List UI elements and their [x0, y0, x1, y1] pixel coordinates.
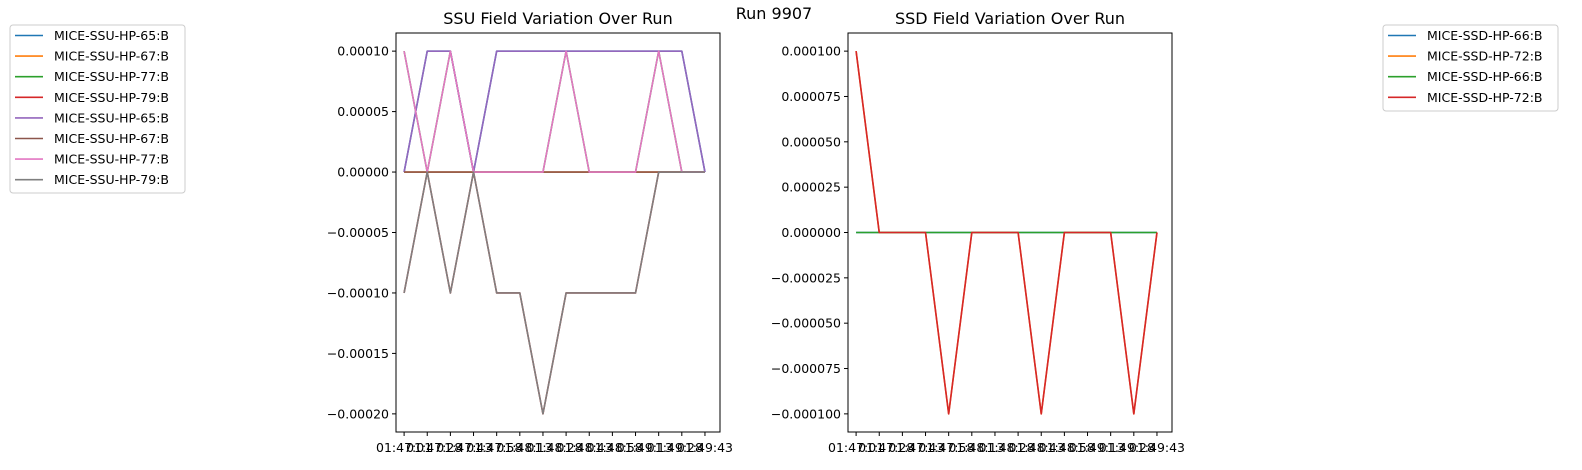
ssu-xtick-label: 01:48:13 [496, 440, 552, 455]
figure-suptitle: Run 9907 [736, 4, 812, 23]
ssu-xtick-label: 01:48:28 [526, 440, 582, 455]
ssu-xtick-label: 01:49:28 [647, 440, 703, 455]
ssd-legend: MICE-SSD-HP-66:B MICE-SSD-HP-72:B MICE-SSD… [1382, 24, 1559, 112]
ssu-xtick-label: 01:47:43 [436, 440, 492, 455]
ssd-xtick-label: 01:48:58 [1039, 440, 1095, 455]
ssd-legend-label: MICE-SSD-HP-72:B [1427, 49, 1542, 64]
ssu-plot-frame [395, 32, 721, 433]
ssu-xtick-label: 01:48:43 [557, 440, 613, 455]
ssd-legend-label: MICE-SSD-HP-66:B [1427, 69, 1542, 84]
ssu-legend-label: MICE-SSU-HP-65:B [54, 110, 169, 125]
ssd-ytick-label: −0.000100 [771, 406, 841, 421]
ssd-xtick-label: 01:48:28 [978, 440, 1034, 455]
ssu-legend-label: MICE-SSU-HP-65:B [54, 28, 169, 43]
ssu-ytick-label: −0.00010 [327, 285, 389, 300]
ssu-legend: MICE-SSU-HP-65:B MICE-SSU-HP-67:B MICE-SSU… [9, 24, 186, 194]
ssd-legend-label: MICE-SSD-HP-72:B [1427, 90, 1542, 105]
ssu-legend-box [9, 24, 186, 194]
ssu-ytick-label: 0.00010 [337, 44, 389, 59]
ssd-chart-title: SSD Field Variation Over Run [895, 9, 1125, 28]
ssu-series-line-7 [403, 171, 705, 415]
ssu-legend-label: MICE-SSU-HP-79:B [54, 90, 169, 105]
ssd-xtick-label: 01:47:58 [918, 440, 974, 455]
ssu-series-line-6 [403, 50, 705, 173]
ssd-plot-frame [847, 32, 1173, 433]
ssu-xtick-label: 01:47:01 [376, 440, 432, 455]
ssd-ytick-label: 0.000075 [781, 89, 841, 104]
ssu-legend-label: MICE-SSU-HP-67:B [54, 49, 169, 64]
ssd-xtick-label: 01:47:01 [828, 440, 884, 455]
ssu-legend-label: MICE-SSU-HP-77:B [54, 152, 169, 167]
ssd-xtick-label: 01:48:13 [948, 440, 1004, 455]
ssu-xtick-label: 01:47:58 [466, 440, 522, 455]
ssu-ytick-label: −0.00005 [327, 225, 389, 240]
ssd-legend-label: MICE-SSD-HP-66:B [1427, 28, 1542, 43]
ssu-chart: SSU Field Variation Over Run 0.00010 0.000… [327, 9, 733, 455]
ssu-series-line-3 [403, 171, 705, 415]
ssu-ytick-label: −0.00020 [327, 406, 389, 421]
ssd-xtick-label: 01:49:43 [1129, 440, 1185, 455]
ssu-ytick-label: −0.00015 [327, 346, 389, 361]
ssd-ytick-label: 0.000000 [781, 225, 841, 240]
ssd-ytick-label: −0.000075 [771, 361, 841, 376]
ssu-ytick-label: 0.00000 [337, 165, 389, 180]
ssu-xtick-label: 01:49:13 [617, 440, 673, 455]
ssu-legend-label: MICE-SSU-HP-79:B [54, 172, 169, 187]
ssd-xtick-label: 01:49:28 [1099, 440, 1155, 455]
ssd-ytick-label: 0.000100 [781, 44, 841, 59]
ssd-xtick-label: 01:49:13 [1069, 440, 1125, 455]
ssu-legend-label: MICE-SSU-HP-67:B [54, 131, 169, 146]
ssd-series-line-3 [855, 51, 1158, 415]
ssu-chart-title: SSU Field Variation Over Run [443, 9, 672, 28]
ssu-legend-label: MICE-SSU-HP-77:B [54, 69, 169, 84]
ssd-ytick-label: −0.000025 [771, 270, 841, 285]
ssd-ytick-label: −0.000050 [771, 316, 841, 331]
ssd-xtick-label: 01:47:28 [858, 440, 914, 455]
ssu-xtick-label: 01:47:28 [406, 440, 462, 455]
ssd-xtick-label: 01:47:43 [888, 440, 944, 455]
ssd-ytick-label: 0.000050 [781, 134, 841, 149]
ssd-chart: SSD Field Variation Over Run 0.000100 0.00… [771, 9, 1185, 455]
ssu-xtick-label: 01:49:43 [677, 440, 733, 455]
ssd-xtick-label: 01:48:43 [1009, 440, 1065, 455]
ssu-xtick-label: 01:48:58 [587, 440, 643, 455]
ssd-ytick-label: 0.000025 [781, 180, 841, 195]
ssu-ytick-label: 0.00005 [337, 104, 389, 119]
ssd-legend-box [1382, 24, 1559, 112]
